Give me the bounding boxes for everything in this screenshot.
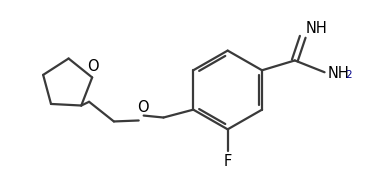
Text: F: F: [224, 154, 232, 169]
Text: O: O: [87, 59, 99, 74]
Text: NH: NH: [328, 66, 349, 81]
Text: NH: NH: [306, 21, 328, 36]
Text: 2: 2: [346, 70, 352, 80]
Text: O: O: [137, 100, 149, 115]
